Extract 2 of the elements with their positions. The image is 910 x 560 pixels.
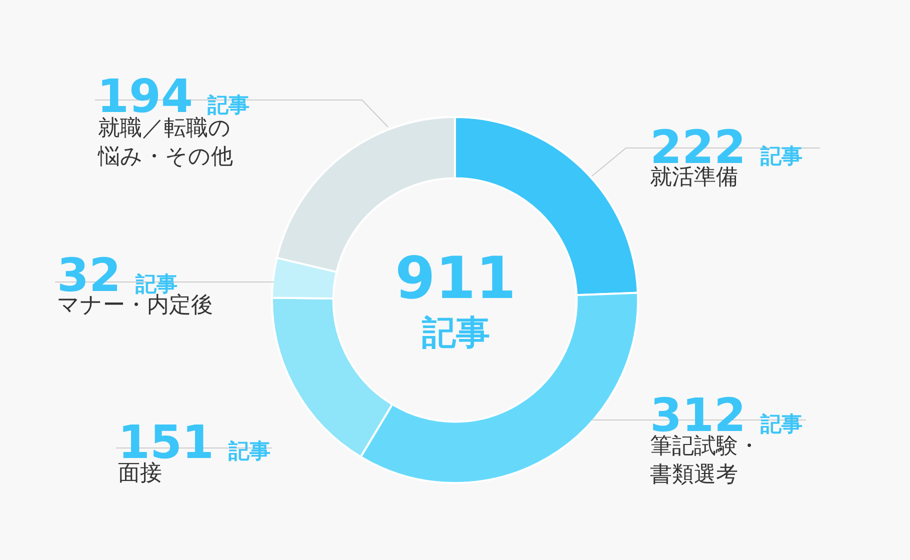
text: 記事 (421, 313, 490, 353)
text: 911 (395, 244, 516, 312)
